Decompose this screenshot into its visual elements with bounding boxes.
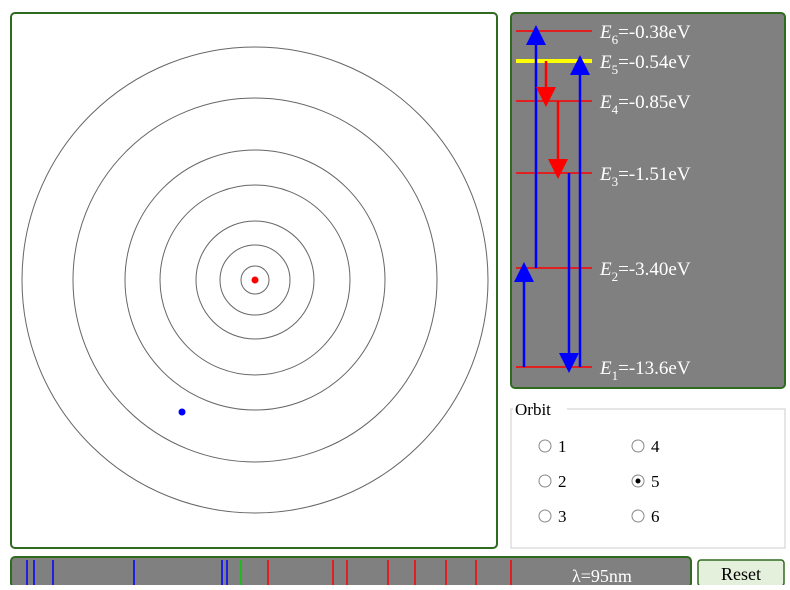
level-symbol: E [599, 259, 612, 280]
radio-circle[interactable] [631, 509, 645, 523]
level-symbol: E [599, 164, 612, 185]
radio-label[interactable]: 3 [558, 507, 567, 526]
level-label: E1=-13.6eV [599, 358, 691, 383]
orbit-radio[interactable]: 4 [631, 437, 660, 456]
transitions [514, 25, 590, 373]
orbit-title: Orbit [515, 400, 551, 419]
orbit-radio[interactable]: 2 [538, 472, 567, 491]
spectral-lines [26, 560, 512, 585]
level-index: 6 [612, 32, 619, 47]
radio-circle[interactable] [631, 439, 645, 453]
level-energy: =-0.54eV [618, 52, 691, 73]
orbit-group [510, 408, 786, 549]
radio-dot[interactable] [635, 478, 641, 484]
level-index: 1 [612, 368, 619, 383]
radio-label[interactable]: 2 [558, 472, 567, 491]
level-label: E6=-0.38eV [599, 22, 691, 47]
level-index: 5 [612, 62, 619, 77]
wavelength: λ=95nm [572, 566, 632, 585]
orbit-radio[interactable]: 3 [538, 507, 567, 526]
radio-label[interactable]: 1 [558, 437, 567, 456]
radio-label[interactable]: 4 [651, 437, 660, 456]
radio-circle[interactable] [538, 474, 552, 488]
electron [178, 408, 186, 416]
level-label: E5=-0.54eV [599, 52, 691, 77]
level-index: 2 [612, 269, 619, 284]
radio-circle[interactable] [538, 439, 552, 453]
radio-label[interactable]: 6 [651, 507, 660, 526]
level-label: E2=-3.40eV [599, 259, 691, 284]
level-index: 4 [612, 102, 619, 117]
level-symbol: E [599, 92, 612, 113]
reset-label[interactable]: Reset [721, 564, 761, 584]
level-index: 3 [612, 174, 619, 189]
reset-button[interactable]: Reset [697, 559, 785, 587]
level-label: E4=-0.85eV [599, 92, 691, 117]
radio-circle[interactable] [538, 509, 552, 523]
level-symbol: E [599, 22, 612, 43]
radio-label[interactable]: 5 [651, 472, 660, 491]
level-energy: =-13.6eV [618, 358, 691, 379]
level-energy: =-1.51eV [618, 164, 691, 185]
orbit-radio[interactable]: 1 [538, 437, 567, 456]
level-symbol: E [599, 358, 612, 379]
orbit-radio[interactable]: 6 [631, 507, 660, 526]
orbits [21, 46, 489, 514]
level-energy: =-0.38eV [618, 22, 691, 43]
level-symbol: E [599, 52, 612, 73]
nucleus [251, 276, 259, 284]
level-label: E3=-1.51eV [599, 164, 691, 189]
level-energy: =-3.40eV [618, 259, 691, 280]
level-energy: =-0.85eV [618, 92, 691, 113]
orbit-radio[interactable]: 5 [631, 472, 660, 491]
